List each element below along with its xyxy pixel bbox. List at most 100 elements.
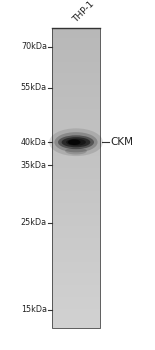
Bar [52,236,100,237]
Bar [52,315,100,316]
Bar [52,121,100,122]
Bar [52,312,100,313]
Text: CKM: CKM [111,137,134,147]
Bar [52,128,100,129]
Bar [52,229,100,230]
Bar [52,177,100,178]
Bar [52,257,100,258]
Bar [52,157,100,158]
Bar [52,212,100,213]
Bar [52,274,100,275]
Bar [52,129,100,130]
Bar [52,80,100,81]
Bar [52,103,100,104]
Text: 40kDa: 40kDa [21,138,47,147]
Bar [52,50,100,51]
Bar [52,59,100,60]
Bar [52,296,100,297]
Bar [52,205,100,206]
Bar [52,279,100,280]
Bar [52,153,100,154]
Bar [52,159,100,160]
Bar [52,41,100,42]
Bar [52,308,100,309]
Bar [52,319,100,320]
Bar [52,196,100,197]
Bar [52,317,100,318]
Bar [52,227,100,228]
Bar [52,100,100,101]
Bar [52,77,100,78]
Bar [52,63,100,64]
Bar [52,101,100,102]
Bar [52,90,100,91]
Bar [52,141,100,142]
Bar [52,160,100,161]
Bar [52,49,100,50]
Bar [52,302,100,303]
Bar [52,38,100,39]
Bar [52,44,100,45]
Bar [52,231,100,232]
Bar [52,288,100,289]
Bar [52,92,100,93]
Bar [52,246,100,247]
Bar [52,158,100,159]
Bar [52,68,100,69]
Bar [52,269,100,270]
Bar [52,289,100,290]
Bar [52,259,100,260]
Bar [52,276,100,277]
Bar [52,322,100,323]
Bar [52,201,100,202]
Bar [52,293,100,294]
Bar [52,125,100,126]
Bar [52,146,100,147]
Bar [52,73,100,74]
Bar [52,283,100,284]
Bar [52,151,100,152]
Bar [52,309,100,310]
Bar [52,313,100,314]
Bar [52,46,100,47]
Bar [52,245,100,246]
Bar [52,88,100,89]
Bar [52,323,100,324]
Bar [52,297,100,298]
Bar [52,272,100,273]
Bar [52,204,100,205]
Bar [52,168,100,169]
Bar [52,65,100,66]
Bar [52,123,100,124]
Bar [52,142,100,143]
Bar [52,299,100,300]
Bar [52,314,100,315]
Bar [52,172,100,173]
Bar [52,275,100,276]
Ellipse shape [65,148,87,154]
Bar [52,164,100,165]
Bar [52,28,100,328]
Bar [52,240,100,241]
Bar [52,190,100,191]
Text: 55kDa: 55kDa [21,83,47,92]
Bar [52,268,100,269]
Bar [52,203,100,204]
Bar [52,214,100,215]
Bar [52,186,100,187]
Bar [52,305,100,306]
Bar [52,84,100,85]
Bar [52,287,100,288]
Bar [52,166,100,167]
Bar [52,72,100,73]
Bar [52,286,100,287]
Bar [52,127,100,128]
Bar [52,131,100,132]
Bar [52,48,100,49]
Bar [52,35,100,36]
Bar [52,215,100,216]
Bar [52,295,100,296]
Bar [52,219,100,220]
Bar [52,210,100,211]
Bar [52,87,100,88]
